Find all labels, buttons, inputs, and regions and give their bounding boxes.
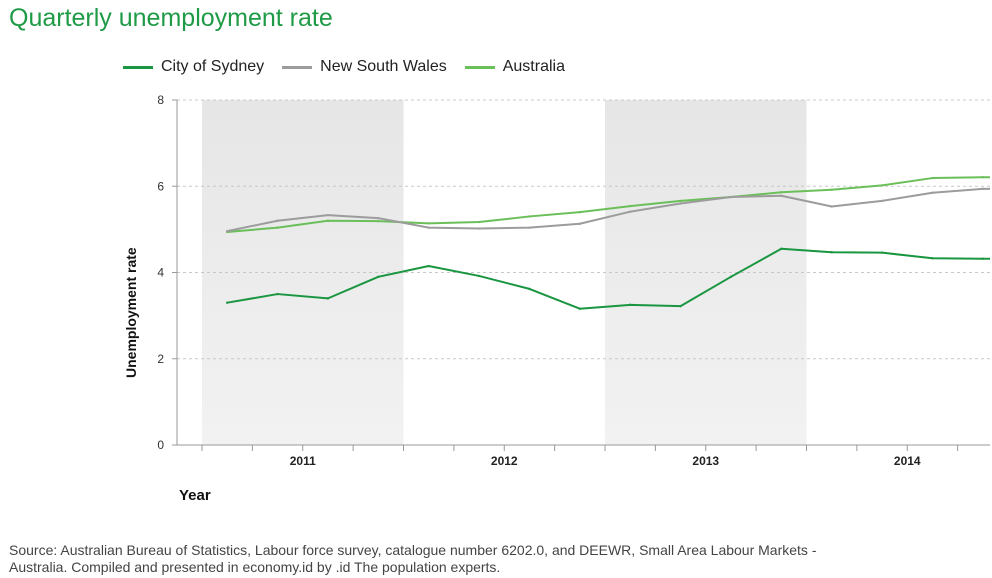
x-tick-label-2014: 2014 bbox=[894, 454, 921, 468]
data-point-australia-9 bbox=[628, 204, 632, 208]
data-point-city-of-sydney-1 bbox=[225, 301, 229, 304]
x-tick-label-2013: 2013 bbox=[692, 454, 719, 468]
data-point-new-south-wales-7 bbox=[528, 226, 531, 229]
data-point-city-of-sydney-12 bbox=[780, 247, 783, 250]
y-tick-label-6: 6 bbox=[157, 179, 164, 193]
data-point-new-south-wales-8 bbox=[578, 222, 582, 225]
legend-label-city-of-sydney: City of Sydney bbox=[161, 58, 265, 75]
data-point-australia-2 bbox=[276, 226, 279, 229]
legend-swatch-city-of-sydney bbox=[123, 65, 153, 69]
data-point-australia-5 bbox=[427, 222, 430, 225]
data-point-city-of-sydney-9 bbox=[628, 303, 632, 307]
data-point-city-of-sydney-4 bbox=[377, 275, 380, 279]
chart-title: Quarterly unemployment rate bbox=[9, 4, 333, 32]
data-point-city-of-sydney-14 bbox=[880, 251, 884, 254]
data-point-australia-6 bbox=[477, 220, 481, 224]
data-point-city-of-sydney-6 bbox=[477, 274, 481, 278]
data-point-new-south-wales-1 bbox=[225, 229, 229, 233]
y-tick-label-0: 0 bbox=[157, 438, 164, 452]
data-point-new-south-wales-16 bbox=[981, 187, 985, 191]
legend-swatch-new-south-wales bbox=[282, 65, 313, 69]
y-tick-label-2: 2 bbox=[157, 352, 164, 366]
legend-swatch-australia bbox=[464, 65, 495, 69]
data-point-new-south-wales-12 bbox=[780, 194, 783, 197]
data-point-city-of-sydney-10 bbox=[679, 304, 682, 308]
data-point-australia-14 bbox=[880, 184, 884, 187]
data-point-city-of-sydney-16 bbox=[981, 257, 985, 260]
data-point-city-of-sydney-8 bbox=[578, 307, 582, 310]
data-point-city-of-sydney-2 bbox=[276, 292, 279, 296]
data-point-australia-12 bbox=[780, 191, 783, 194]
data-point-city-of-sydney-15 bbox=[931, 257, 934, 260]
data-point-australia-13 bbox=[830, 188, 833, 191]
data-point-city-of-sydney-13 bbox=[830, 251, 833, 254]
data-point-australia-4 bbox=[377, 219, 380, 223]
data-point-australia-3 bbox=[326, 219, 330, 222]
data-point-new-south-wales-3 bbox=[326, 213, 330, 217]
legend-label-australia: Australia bbox=[502, 58, 565, 75]
y-tick-label-4: 4 bbox=[157, 266, 164, 280]
data-point-city-of-sydney-11 bbox=[729, 275, 733, 279]
data-point-new-south-wales-14 bbox=[880, 199, 884, 203]
data-point-city-of-sydney-5 bbox=[427, 264, 430, 268]
chart-legend: City of Sydney New South Wales Australia bbox=[123, 58, 583, 76]
data-point-new-south-wales-13 bbox=[830, 205, 833, 208]
data-point-australia-15 bbox=[931, 176, 934, 180]
data-point-new-south-wales-9 bbox=[628, 210, 632, 213]
data-point-australia-10 bbox=[679, 199, 682, 203]
data-point-australia-8 bbox=[578, 210, 582, 214]
data-point-new-south-wales-2 bbox=[276, 219, 279, 222]
source-note: Source: Australian Bureau of Statistics,… bbox=[9, 542, 817, 575]
legend-label-new-south-wales: New South Wales bbox=[320, 58, 447, 75]
data-point-new-south-wales-4 bbox=[377, 216, 380, 220]
legend-item-new-south-wales[interactable]: New South Wales bbox=[282, 58, 447, 76]
data-point-new-south-wales-6 bbox=[477, 227, 481, 230]
data-point-new-south-wales-11 bbox=[729, 195, 733, 199]
x-tick-label-2011: 2011 bbox=[290, 454, 316, 468]
data-point-city-of-sydney-3 bbox=[326, 297, 330, 300]
data-point-city-of-sydney-7 bbox=[528, 287, 531, 291]
x-axis-label: Year bbox=[179, 487, 211, 504]
y-axis-label: Unemployment rate bbox=[123, 247, 139, 378]
data-point-new-south-wales-10 bbox=[679, 202, 682, 205]
legend-item-city-of-sydney[interactable]: City of Sydney bbox=[123, 58, 264, 76]
data-point-new-south-wales-15 bbox=[931, 191, 934, 194]
y-tick-label-8: 8 bbox=[157, 93, 164, 107]
data-point-australia-7 bbox=[528, 215, 531, 218]
data-point-new-south-wales-5 bbox=[427, 226, 430, 229]
x-tick-label-2012: 2012 bbox=[491, 454, 518, 468]
data-point-australia-16 bbox=[981, 175, 985, 179]
legend-item-australia[interactable]: Australia bbox=[464, 58, 565, 76]
